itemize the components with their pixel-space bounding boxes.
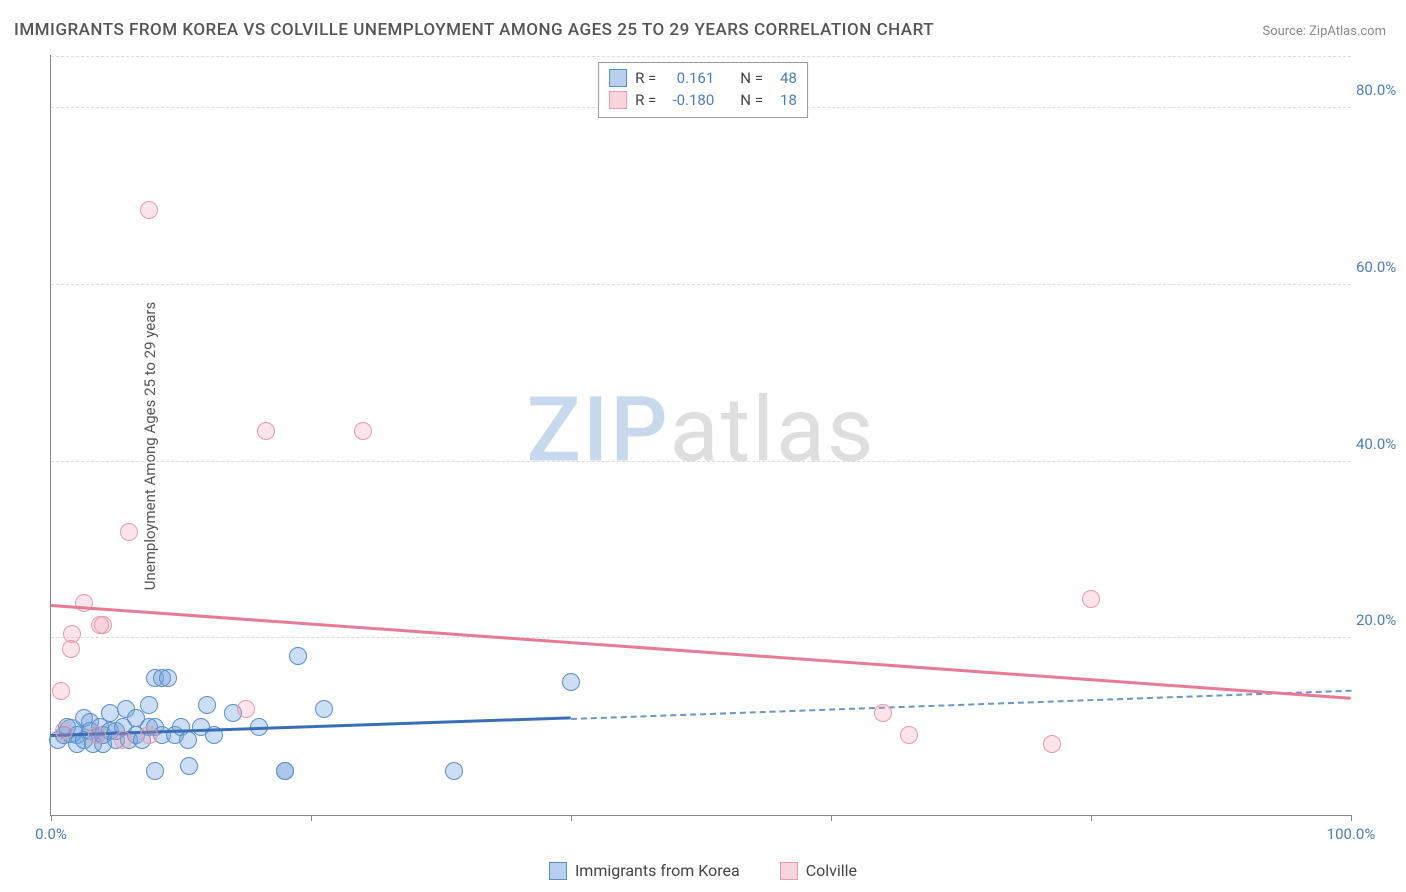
- data-point: [52, 682, 70, 700]
- stats-legend-row: R = -0.180 N = 18: [609, 89, 797, 111]
- data-point: [180, 757, 198, 775]
- data-point: [88, 726, 106, 744]
- gridline: [51, 56, 1351, 57]
- x-tick: [1091, 815, 1092, 821]
- trend-line: [571, 689, 1351, 719]
- data-point: [114, 731, 132, 749]
- chart-title: IMMIGRANTS FROM KOREA VS COLVILLE UNEMPL…: [14, 20, 934, 40]
- r-value: -0.180: [664, 89, 714, 111]
- data-point: [276, 762, 294, 780]
- n-value: 48: [771, 67, 797, 89]
- data-point: [289, 647, 307, 665]
- trend-line: [51, 604, 1351, 700]
- x-tick: [311, 815, 312, 821]
- data-point: [562, 673, 580, 691]
- legend-label: Colville: [806, 861, 857, 880]
- data-point: [159, 669, 177, 687]
- n-label: N =: [740, 67, 763, 89]
- data-point: [198, 696, 216, 714]
- data-point: [146, 762, 164, 780]
- data-point: [140, 696, 158, 714]
- data-point: [94, 616, 112, 634]
- data-point: [354, 422, 372, 440]
- stats-legend: R = 0.161 N = 48 R = -0.180 N = 18: [598, 62, 808, 118]
- data-point: [140, 726, 158, 744]
- data-point: [55, 722, 73, 740]
- data-point: [900, 726, 918, 744]
- x-tick: [1351, 815, 1352, 821]
- gridline: [51, 284, 1351, 285]
- data-point: [1082, 590, 1100, 608]
- data-point: [63, 625, 81, 643]
- data-point: [237, 700, 255, 718]
- data-point: [120, 523, 138, 541]
- legend-item: Immigrants from Korea: [549, 861, 740, 880]
- x-tick: [51, 815, 52, 821]
- gridline: [51, 461, 1351, 462]
- legend-swatch: [780, 862, 798, 880]
- data-point: [445, 762, 463, 780]
- legend-label: Immigrants from Korea: [575, 861, 740, 880]
- scatter-plot: ZIPatlas 20.0%40.0%60.0%80.0%0.0%100.0%: [50, 55, 1351, 816]
- stats-legend-row: R = 0.161 N = 48: [609, 67, 797, 89]
- y-tick-label: 60.0%: [1356, 258, 1406, 276]
- r-value: 0.161: [664, 67, 714, 89]
- x-tick: [571, 815, 572, 821]
- legend-swatch: [609, 69, 627, 87]
- gridline: [51, 637, 1351, 638]
- n-value: 18: [771, 89, 797, 111]
- n-label: N =: [740, 89, 763, 111]
- x-tick-label: 0.0%: [35, 825, 67, 843]
- legend-item: Colville: [780, 861, 857, 880]
- data-point: [874, 704, 892, 722]
- watermark: ZIPatlas: [527, 377, 876, 482]
- data-point: [140, 201, 158, 219]
- r-label: R =: [635, 89, 656, 111]
- y-tick-label: 80.0%: [1356, 81, 1406, 99]
- y-tick-label: 40.0%: [1356, 435, 1406, 453]
- r-label: R =: [635, 67, 656, 89]
- data-point: [315, 700, 333, 718]
- y-tick-label: 20.0%: [1356, 611, 1406, 629]
- data-point: [1043, 735, 1061, 753]
- series-legend: Immigrants from Korea Colville: [0, 861, 1406, 880]
- legend-swatch: [549, 862, 567, 880]
- x-tick-label: 100.0%: [1327, 825, 1376, 843]
- data-point: [257, 422, 275, 440]
- legend-swatch: [609, 91, 627, 109]
- x-tick: [831, 815, 832, 821]
- source-label: Source: ZipAtlas.com: [1262, 24, 1386, 39]
